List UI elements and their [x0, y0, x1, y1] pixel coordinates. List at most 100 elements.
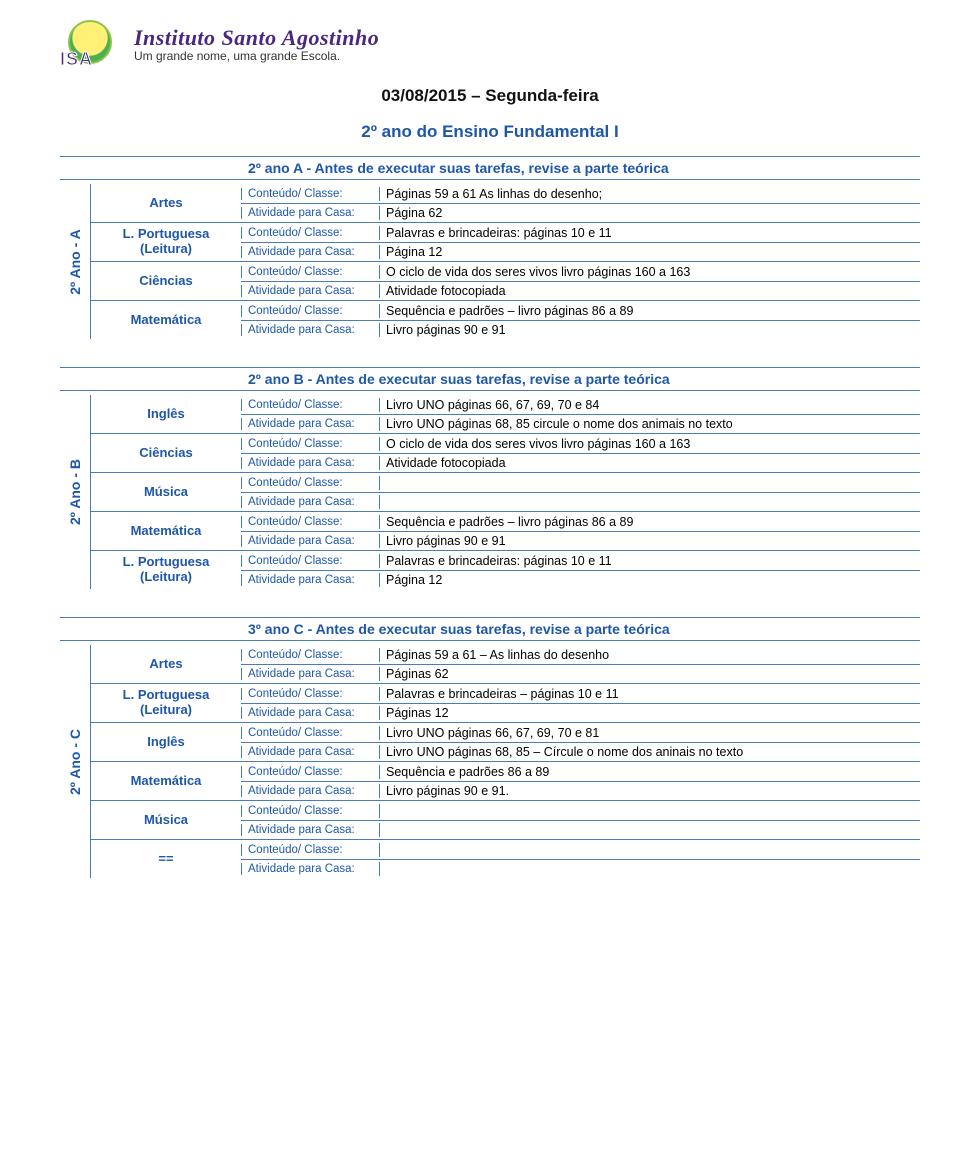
vertical-class-label-text: 2º Ano - A [67, 229, 83, 295]
atividade-label: Atividade para Casa: [241, 785, 379, 797]
brand-tagline: Um grande nome, uma grande Escola. [134, 49, 379, 63]
atividade-line: Atividade para Casa:Atividade fotocopiad… [241, 453, 920, 472]
atividade-label: Atividade para Casa: [241, 535, 379, 547]
conteudo-label: Conteúdo/ Classe: [241, 227, 379, 239]
conteudo-line: Conteúdo/ Classe:O ciclo de vida dos ser… [241, 434, 920, 453]
subject-row: Matemática Conteúdo/ Classe:Sequência e p… [91, 511, 920, 550]
section-heading: 2º ano B - Antes de executar suas tarefa… [60, 367, 920, 391]
subject-name: Matemática [91, 301, 241, 339]
subject-detail: Conteúdo/ Classe:Sequência e padrões 86 … [241, 762, 920, 800]
atividade-line: Atividade para Casa: [241, 820, 920, 839]
subject-detail: Conteúdo/ Classe:Livro UNO páginas 66, 6… [241, 723, 920, 761]
brand-header: ISA Instituto Santo Agostinho Um grande … [60, 20, 920, 68]
subject-name: Música [91, 801, 241, 839]
atividade-line: Atividade para Casa:Página 62 [241, 203, 920, 222]
conteudo-label: Conteúdo/ Classe: [241, 399, 379, 411]
subject-name-line1: Artes [149, 196, 182, 211]
conteudo-line: Conteúdo/ Classe:Sequência e padrões – l… [241, 301, 920, 320]
conteudo-label: Conteúdo/ Classe: [241, 305, 379, 317]
conteudo-line: Conteúdo/ Classe:Sequência e padrões 86 … [241, 762, 920, 781]
atividade-value: Livro UNO páginas 68, 85 – Círcule o nom… [379, 745, 920, 759]
atividade-line: Atividade para Casa:Atividade fotocopiad… [241, 281, 920, 300]
atividade-line: Atividade para Casa:Livro UNO páginas 68… [241, 742, 920, 761]
atividade-label: Atividade para Casa: [241, 324, 379, 336]
subject-name: Ciências [91, 262, 241, 300]
atividade-label: Atividade para Casa: [241, 863, 379, 875]
subject-name: Matemática [91, 512, 241, 550]
subject-name-line2: (Leitura) [140, 570, 192, 585]
conteudo-line: Conteúdo/ Classe:Páginas 59 a 61 – As li… [241, 645, 920, 664]
atividade-line: Atividade para Casa: [241, 859, 920, 878]
conteudo-line: Conteúdo/ Classe:O ciclo de vida dos ser… [241, 262, 920, 281]
atividade-label: Atividade para Casa: [241, 668, 379, 680]
vertical-class-label-text: 2º Ano - B [67, 459, 83, 525]
subject-name-line1: Matemática [131, 774, 202, 789]
atividade-line: Atividade para Casa:Página 12 [241, 242, 920, 261]
atividade-value: Atividade fotocopiada [379, 284, 920, 298]
subject-detail: Conteúdo/ Classe: Atividade para Casa: [241, 801, 920, 839]
page-date-title: 03/08/2015 – Segunda-feira [60, 86, 920, 106]
atividade-value: Livro UNO páginas 68, 85 circule o nome … [379, 417, 920, 431]
subject-row: L. Portuguesa(Leitura)Conteúdo/ Classe:P… [91, 550, 920, 589]
vertical-class-label-text: 2º Ano - C [67, 728, 83, 794]
conteudo-value [379, 804, 920, 818]
atividade-label: Atividade para Casa: [241, 746, 379, 758]
conteudo-line: Conteúdo/ Classe:Palavras e brincadeiras… [241, 551, 920, 570]
atividade-line: Atividade para Casa:Livro UNO páginas 68… [241, 414, 920, 433]
conteudo-line: Conteúdo/ Classe:Páginas 59 a 61 As linh… [241, 184, 920, 203]
atividade-line: Atividade para Casa:Página 12 [241, 570, 920, 589]
subjects-grid: ArtesConteúdo/ Classe:Páginas 59 a 61 – … [90, 645, 920, 878]
subject-detail: Conteúdo/ Classe:Sequência e padrões – l… [241, 512, 920, 550]
conteudo-line: Conteúdo/ Classe:Sequência e padrões – l… [241, 512, 920, 531]
subject-name-line1: Matemática [131, 524, 202, 539]
conteudo-label: Conteúdo/ Classe: [241, 805, 379, 817]
subject-name: Inglês [91, 723, 241, 761]
atividade-value: Livro páginas 90 e 91 [379, 534, 920, 548]
conteudo-label: Conteúdo/ Classe: [241, 266, 379, 278]
conteudo-label: Conteúdo/ Classe: [241, 188, 379, 200]
subject-row: CiênciasConteúdo/ Classe:O ciclo de vida… [91, 261, 920, 300]
section-block: 2º Ano - AArtesConteúdo/ Classe:Páginas … [60, 184, 920, 339]
subject-name: Música [91, 473, 241, 511]
subject-row: MúsicaConteúdo/ Classe: Atividade para C… [91, 800, 920, 839]
subject-name-line1: == [158, 852, 173, 867]
conteudo-value: O ciclo de vida dos seres vivos livro pá… [379, 437, 920, 451]
vertical-class-label: 2º Ano - A [60, 184, 90, 339]
conteudo-line: Conteúdo/ Classe: [241, 840, 920, 859]
atividade-value: Livro páginas 90 e 91. [379, 784, 920, 798]
subject-row: InglêsConteúdo/ Classe:Livro UNO páginas… [91, 722, 920, 761]
section-block: 2º Ano - B Inglês Conteúdo/ Classe:Livro U… [60, 395, 920, 589]
subject-name-line1: L. Portuguesa [123, 555, 210, 570]
conteudo-value: Sequência e padrões – livro páginas 86 a… [379, 515, 920, 529]
subject-row: == Conteúdo/ Classe: Atividade para Casa: [91, 839, 920, 878]
subject-name-line1: Ciências [139, 446, 192, 461]
subject-name: L. Portuguesa(Leitura) [91, 223, 241, 261]
subject-detail: Conteúdo/ Classe:O ciclo de vida dos ser… [241, 262, 920, 300]
conteudo-label: Conteúdo/ Classe: [241, 649, 379, 661]
atividade-value [379, 823, 920, 837]
conteudo-line: Conteúdo/ Classe:Palavras e brincadeiras… [241, 684, 920, 703]
subject-detail: Conteúdo/ Classe: Atividade para Casa: [241, 473, 920, 511]
subject-detail: Conteúdo/ Classe:Sequência e padrões – l… [241, 301, 920, 339]
conteudo-value: Palavras e brincadeiras: páginas 10 e 11 [379, 554, 920, 568]
conteudo-value: Páginas 59 a 61 As linhas do desenho; [379, 187, 920, 201]
atividade-value: Páginas 62 [379, 667, 920, 681]
conteudo-line: Conteúdo/ Classe:Livro UNO páginas 66, 6… [241, 395, 920, 414]
atividade-label: Atividade para Casa: [241, 285, 379, 297]
subject-name-line1: Música [144, 485, 188, 500]
subject-name: L. Portuguesa(Leitura) [91, 551, 241, 589]
vertical-class-label: 2º Ano - C [60, 645, 90, 878]
subject-row: Música Conteúdo/ Classe: Atividade para C… [91, 472, 920, 511]
brand-text: Instituto Santo Agostinho Um grande nome… [134, 25, 379, 63]
conteudo-label: Conteúdo/ Classe: [241, 438, 379, 450]
atividade-value: Página 12 [379, 573, 920, 587]
atividade-value: Livro páginas 90 e 91 [379, 323, 920, 337]
section-heading: 3º ano C - Antes de executar suas tarefa… [60, 617, 920, 641]
atividade-label: Atividade para Casa: [241, 574, 379, 586]
subject-name: Artes [91, 645, 241, 683]
subject-detail: Conteúdo/ Classe:Palavras e brincadeiras… [241, 223, 920, 261]
subject-name-line1: Matemática [131, 313, 202, 328]
subject-name-line1: L. Portuguesa [123, 688, 210, 703]
conteudo-line: Conteúdo/ Classe:Livro UNO páginas 66, 6… [241, 723, 920, 742]
subject-name-line1: Inglês [147, 407, 185, 422]
